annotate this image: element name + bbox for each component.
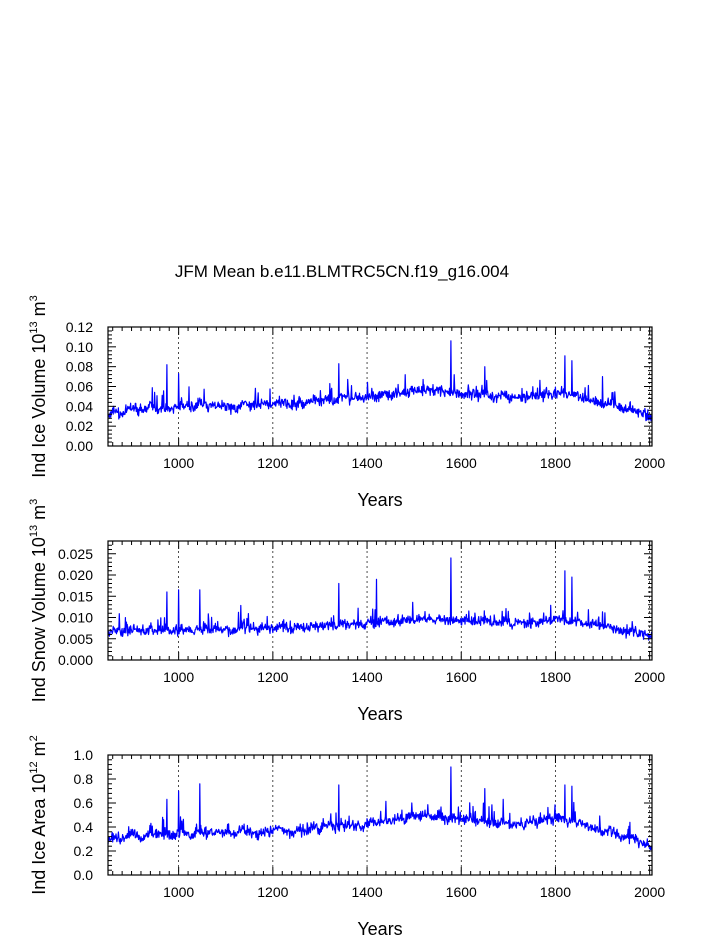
y-tick-label: 0.12 (66, 319, 93, 335)
y-tick-label: 0.000 (58, 652, 93, 668)
y-tick-label: 0.0 (74, 867, 94, 883)
y-axis-label: Ind Ice Volume 1013 m3 (28, 295, 49, 477)
y-tick-label: 0.00 (66, 438, 93, 454)
y-axis-label-part: m (29, 505, 49, 525)
plot-frame (107, 540, 653, 661)
y-tick-label: 1.0 (74, 747, 94, 763)
x-tick-label: 1800 (540, 669, 571, 685)
y-axis-label-part: 3 (28, 499, 40, 505)
x-axis-label: Years (357, 919, 402, 935)
chart-panel-2: 1000 1200 1400 1600 1800 2000 0.000 0.005 0.010 0… (28, 499, 665, 724)
x-tick-label: 1000 (163, 455, 194, 471)
x-tick-label: 1200 (257, 884, 288, 900)
y-tick-label: 0.6 (74, 795, 94, 811)
x-tick-label: 2000 (634, 884, 665, 900)
series-line (107, 340, 653, 422)
x-tick-label: 1400 (351, 455, 382, 471)
x-tick-label: 1800 (540, 455, 571, 471)
x-tick-label: 1600 (446, 669, 477, 685)
y-tick-label: 0.08 (66, 359, 93, 375)
chart-panel-3: 1000 1200 1400 1600 1800 2000 0.0 0.2 0.4 0.6 0.8 1… (28, 735, 665, 935)
series-line (107, 766, 653, 851)
y-tick-label: 0.06 (66, 379, 93, 395)
x-tick-label: 1600 (446, 455, 477, 471)
y-tick-label: 0.4 (74, 819, 94, 835)
y-tick-label: 0.010 (58, 610, 93, 626)
x-tick-label: 1200 (257, 669, 288, 685)
figure-title: JFM Mean b.e11.BLMTRC5CN.f19_g16.004 (175, 262, 509, 281)
y-axis-label-part: 13 (28, 321, 40, 333)
x-tick-label: 1200 (257, 455, 288, 471)
y-tick-label: 0.025 (58, 546, 93, 562)
y-tick-label: 0.04 (66, 398, 93, 414)
plot-frame (107, 754, 653, 876)
y-axis-label-part: Ind Ice Volume 10 (29, 334, 49, 478)
y-tick-label: 0.015 (58, 588, 93, 604)
y-tick-label: 0.8 (74, 771, 94, 787)
y-tick-label: 0.02 (66, 418, 93, 434)
y-axis-label-part: Ind Snow Volume 10 (29, 537, 49, 702)
panels: 1000 1200 1400 1600 1800 20000.000.020.040.06… (28, 295, 665, 935)
x-tick-label: 1400 (351, 669, 382, 685)
y-tick-label: 0.005 (58, 631, 93, 647)
chart-panel-1: 1000 1200 1400 1600 1800 2000 0.00 0.02 0.04 0.06… (28, 295, 665, 510)
x-tick-label: 1800 (540, 884, 571, 900)
y-tick-label: 0.2 (74, 843, 94, 859)
x-tick-label: 1000 (163, 669, 194, 685)
y-axis-label-part: 2 (28, 735, 40, 741)
y-axis-label: Ind Snow Volume 1013 m3 (28, 499, 49, 703)
y-axis-label: Ind Ice Area 1012 m2 (28, 735, 49, 894)
y-axis-label-part: 3 (28, 295, 40, 301)
y-tick-label: 0.10 (66, 339, 93, 355)
y-axis-label-part: m (29, 301, 49, 321)
plot-frame (107, 326, 653, 447)
x-axis-label: Years (357, 490, 402, 510)
x-tick-label: 1400 (351, 884, 382, 900)
x-tick-label: 1000 (163, 884, 194, 900)
y-axis-label-part: 13 (28, 525, 40, 537)
x-axis-label: Years (357, 704, 402, 724)
series-line (107, 557, 653, 641)
x-tick-label: 2000 (634, 669, 665, 685)
x-tick-label: 2000 (634, 455, 665, 471)
y-axis-label-part: Ind Ice Area 10 (29, 774, 49, 895)
x-tick-label: 1600 (446, 884, 477, 900)
y-tick-label: 0.020 (58, 567, 93, 583)
y-axis-label-part: m (29, 741, 49, 761)
y-axis-label-part: 12 (28, 761, 40, 773)
